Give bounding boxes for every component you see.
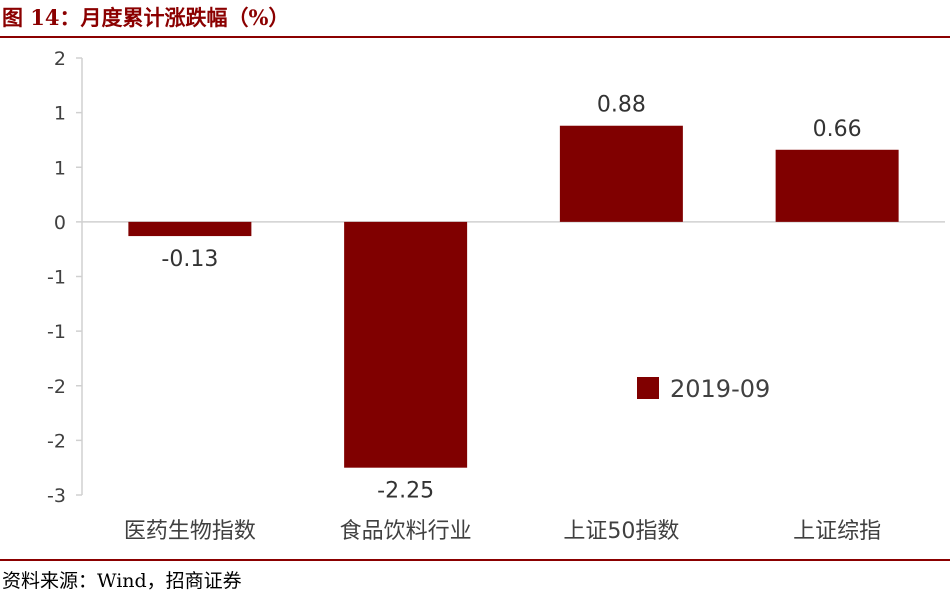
y-axis: 2 1 1 0 -1 -1 -2 -2 -3: [47, 48, 945, 507]
legend-swatch: [637, 377, 659, 399]
bars-group: -0.13 -2.25 0.88 0.66: [128, 93, 899, 504]
y-tick-label: 1: [54, 157, 66, 179]
legend-label: 2019-09: [670, 375, 770, 403]
y-tick-label: 1: [54, 103, 66, 125]
y-tick-label: 2: [54, 48, 66, 70]
y-tick-label: -2: [47, 376, 66, 398]
bar-chart: 2 1 1 0 -1 -1 -2 -2 -3 -0.13 -2.25 0.88 0.66 医药生物指数…: [47, 48, 945, 544]
data-label: 0.66: [813, 117, 862, 142]
bar: [344, 221, 468, 468]
y-tick-label: -1: [47, 267, 66, 289]
bar: [128, 221, 252, 237]
y-tick-label: -2: [47, 430, 66, 452]
source-rule: [0, 559, 950, 561]
data-label: -2.25: [377, 479, 434, 504]
data-label: -0.13: [161, 247, 218, 272]
source-note: 资料来源：Wind，招商证券: [2, 570, 242, 592]
category-label: 上证综指: [793, 519, 881, 544]
figure-title: 图 14：月度累计涨跌幅（%）: [2, 5, 290, 30]
category-label: 医药生物指数: [124, 519, 256, 544]
category-label: 上证50指数: [563, 519, 679, 544]
bar: [775, 149, 899, 222]
data-label: 0.88: [597, 93, 646, 118]
y-tick-label: -3: [47, 485, 66, 507]
bar: [559, 125, 683, 222]
category-label: 食品饮料行业: [340, 519, 472, 544]
y-tick-label: -1: [47, 321, 66, 343]
title-rule: [0, 36, 950, 38]
category-labels: 医药生物指数 食品饮料行业 上证50指数 上证综指: [124, 519, 881, 544]
legend: 2019-09: [637, 375, 770, 403]
y-tick-label: 0: [54, 212, 66, 234]
